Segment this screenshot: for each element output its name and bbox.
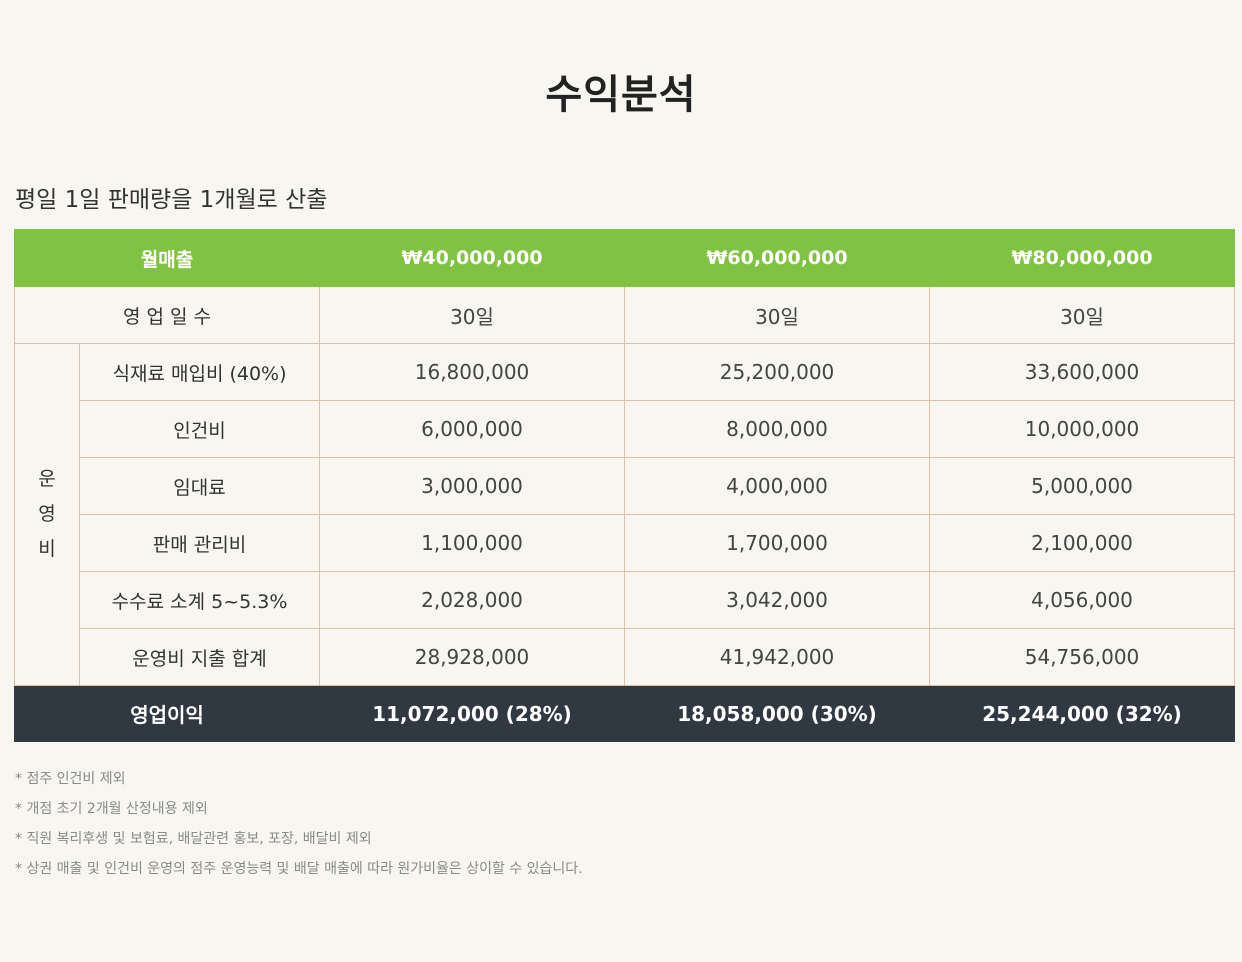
row-label: 운영비 지출 합계 (78, 628, 321, 686)
cell-value: 8,000,000 (624, 400, 931, 458)
cell-value: 25,200,000 (624, 343, 931, 401)
cell-value: 4,056,000 (929, 571, 1236, 629)
footnote: * 상권 매출 및 인건비 운영의 점주 운영능력 및 배달 매출에 따라 원가… (15, 861, 583, 877)
row-label: 인건비 (78, 400, 321, 458)
table-row: 운 영 비 식재료 매입비 (40%) 16,800,000 25,200,00… (14, 343, 1236, 686)
header-col: ₩40,000,000 (319, 229, 626, 287)
footer-value: 25,244,000 (32%) (929, 685, 1236, 742)
cell-value: 2,100,000 (929, 514, 1236, 572)
header-label: 월매출 (13, 229, 321, 287)
cell-value: 33,600,000 (929, 343, 1236, 401)
cell-value: 1,700,000 (624, 514, 931, 572)
table-row: 판매 관리비 1,100,000 1,700,000 2,100,000 (15, 514, 1236, 572)
footnote: * 개점 초기 2개월 산정내용 제외 (15, 801, 208, 817)
row-label: 임대료 (78, 457, 321, 515)
table-row: 운영비 지출 합계 28,928,000 41,942,000 54,756,0… (15, 628, 1236, 686)
revenue-analysis-table: 월매출 ₩40,000,000 ₩60,000,000 ₩80,000,000 … (13, 229, 1236, 742)
group-label-operating-cost: 운 영 비 (14, 343, 80, 686)
table-row: 임대료 3,000,000 4,000,000 5,000,000 (15, 457, 1236, 515)
row-label: 판매 관리비 (78, 514, 321, 572)
table-row: 영 업 일 수 30일 30일 30일 (13, 286, 1236, 344)
cell-value: 1,100,000 (319, 514, 626, 572)
table-row: 수수료 소계 5~5.3% 2,028,000 3,042,000 4,056,… (15, 571, 1236, 629)
header-col: ₩60,000,000 (624, 229, 931, 287)
cell-value: 5,000,000 (929, 457, 1236, 515)
cell-value: 2,028,000 (319, 571, 626, 629)
cell-value: 3,042,000 (624, 571, 931, 629)
cell-value: 30일 (319, 286, 626, 344)
page-title: 수익분석 (545, 72, 697, 118)
footnotes: * 점주 인건비 제외 * 개점 초기 2개월 산정내용 제외 * 직원 복리후… (15, 764, 583, 884)
cell-value: 4,000,000 (624, 457, 931, 515)
cell-value: 6,000,000 (319, 400, 626, 458)
footer-label: 영업이익 (13, 685, 321, 742)
cell-value: 3,000,000 (319, 457, 626, 515)
header-col: ₩80,000,000 (929, 229, 1236, 287)
table-header-row: 월매출 ₩40,000,000 ₩60,000,000 ₩80,000,000 (13, 229, 1236, 287)
row-label: 영 업 일 수 (13, 286, 321, 344)
section-subtitle: 평일 1일 판매량을 1개월로 산출 (15, 187, 328, 213)
row-label: 수수료 소계 5~5.3% (78, 571, 321, 629)
cell-value: 41,942,000 (624, 628, 931, 686)
row-label: 식재료 매입비 (40%) (78, 343, 321, 401)
group-label-char: 운 (38, 468, 56, 490)
footnote: * 점주 인건비 제외 (15, 771, 126, 787)
cell-value: 16,800,000 (319, 343, 626, 401)
table-footer-row: 영업이익 11,072,000 (28%) 18,058,000 (30%) 2… (13, 685, 1236, 742)
cell-value: 28,928,000 (319, 628, 626, 686)
cell-value: 30일 (929, 286, 1236, 344)
group-label-char: 영 (38, 503, 56, 525)
footer-value: 11,072,000 (28%) (319, 685, 626, 742)
cell-value: 54,756,000 (929, 628, 1236, 686)
footer-value: 18,058,000 (30%) (624, 685, 931, 742)
cell-value: 10,000,000 (929, 400, 1236, 458)
cell-value: 30일 (624, 286, 931, 344)
table-row: 인건비 6,000,000 8,000,000 10,000,000 (15, 400, 1236, 458)
footnote: * 직원 복리후생 및 보험료, 배달관련 홍보, 포장, 배달비 제외 (15, 831, 372, 847)
group-label-char: 비 (38, 538, 56, 560)
